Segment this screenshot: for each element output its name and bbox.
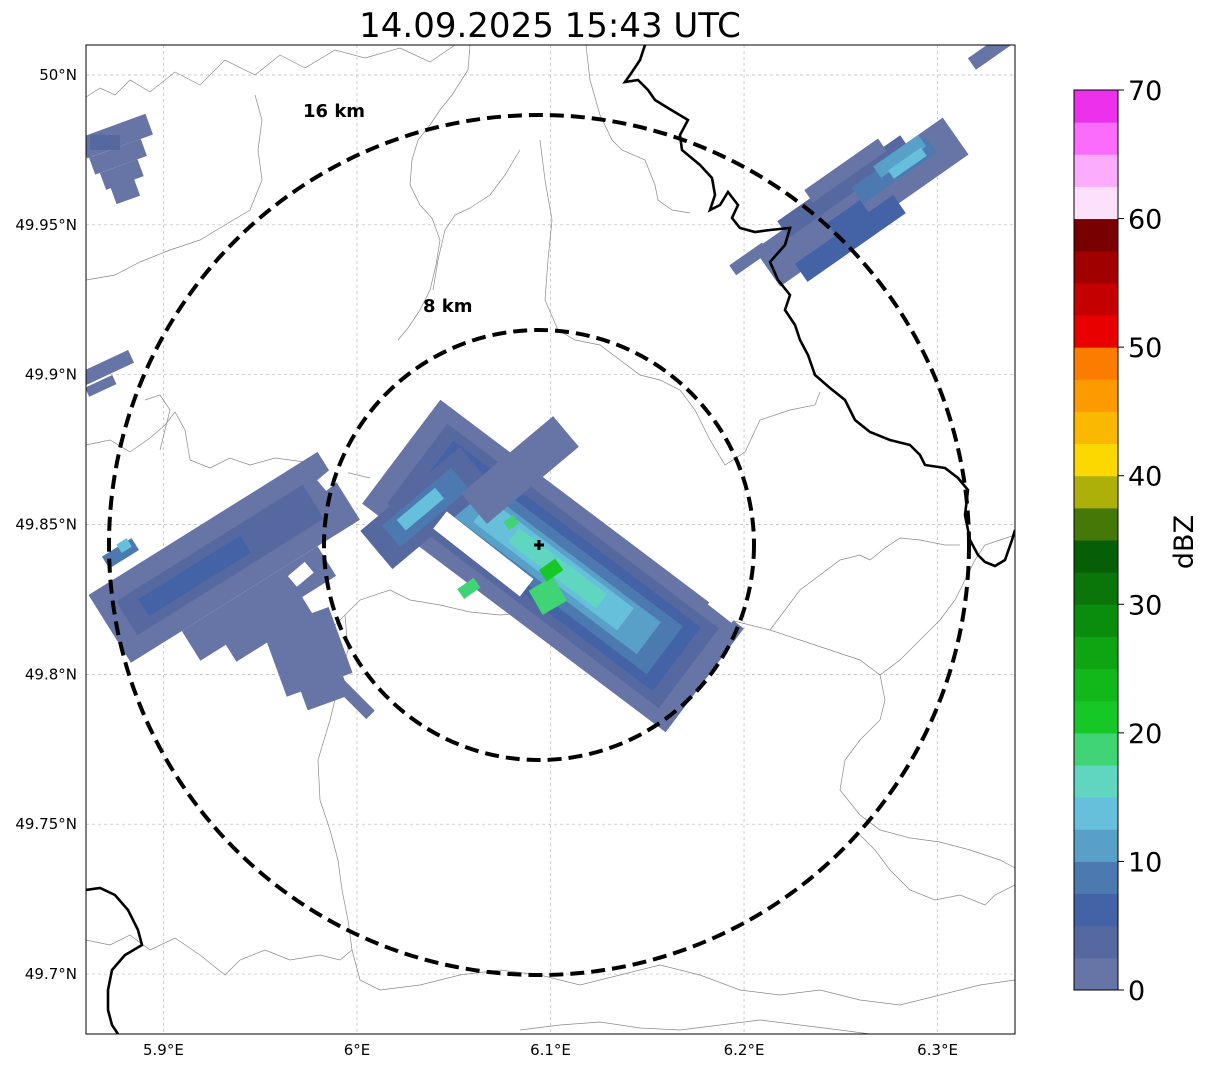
range-ring-16km xyxy=(107,113,971,977)
colorbar-segment xyxy=(1074,893,1118,927)
colorbar-tick-label: 10 xyxy=(1128,847,1162,878)
colorbar-segment xyxy=(1074,540,1118,573)
colorbar-segment xyxy=(1074,732,1118,766)
ring-label-8km: 8 km xyxy=(423,296,473,317)
colorbar-tick-label: 50 xyxy=(1128,333,1162,364)
colorbar-tick-label: 20 xyxy=(1128,719,1162,750)
colorbar-segment xyxy=(1074,218,1118,252)
y-tick-label: 49.85°N xyxy=(15,516,77,534)
colorbar-segment xyxy=(1074,282,1118,316)
y-tick-label: 49.95°N xyxy=(15,216,77,234)
colorbar-segment xyxy=(1074,925,1118,959)
admin-boundaries xyxy=(86,45,1015,1034)
figure-title: 14.09.2025 15:43 UTC xyxy=(359,6,741,46)
colorbar-segment xyxy=(1074,250,1118,284)
y-tick-label: 49.7°N xyxy=(25,965,77,983)
colorbar-segment xyxy=(1074,379,1118,412)
range-ring-8km xyxy=(322,328,756,762)
y-tick-label: 49.75°N xyxy=(15,815,77,833)
x-tick-label: 6.3°E xyxy=(917,1041,958,1059)
x-tick-label: 5.9°E xyxy=(143,1041,184,1059)
colorbar-segment xyxy=(1074,765,1118,798)
x-tick-label: 6°E xyxy=(344,1041,371,1059)
colorbar: 0 10 20 30 40 50 60 70 xyxy=(1073,76,1162,1007)
y-tick-label: 49.9°N xyxy=(25,366,77,384)
ring-label-16km: 16 km xyxy=(303,101,365,122)
colorbar-segment xyxy=(1074,636,1118,670)
x-tick-label: 6.2°E xyxy=(724,1041,765,1059)
colorbar-segment xyxy=(1074,797,1118,830)
colorbar-tick-label: 60 xyxy=(1128,205,1162,236)
colorbar-segment xyxy=(1074,347,1118,380)
colorbar-segment xyxy=(1074,700,1118,734)
colorbar-frame xyxy=(1073,89,1119,991)
x-axis-ticks: 5.9°E 6°E 6.1°E 6.2°E 6.3°E xyxy=(143,1041,958,1059)
colorbar-segment xyxy=(1074,90,1118,123)
x-tick-label: 6.1°E xyxy=(530,1041,571,1059)
colorbar-tick-label: 0 xyxy=(1128,976,1145,1007)
colorbar-segment xyxy=(1074,861,1118,895)
colorbar-segment xyxy=(1074,411,1118,445)
colorbar-segment xyxy=(1074,154,1118,187)
y-tick-label: 49.8°N xyxy=(25,665,77,683)
colorbar-segment xyxy=(1074,668,1118,702)
range-rings xyxy=(107,113,971,977)
colorbar-title: dBZ xyxy=(1169,515,1200,569)
map-frame xyxy=(85,44,1016,1035)
radar-center-marker xyxy=(534,540,544,550)
y-tick-label: 50°N xyxy=(39,66,77,84)
colorbar-segment xyxy=(1074,186,1118,220)
colorbar-segment xyxy=(1074,572,1118,605)
national-borders xyxy=(86,45,1015,1034)
colorbar-tick-label: 30 xyxy=(1128,590,1162,621)
colorbar-segment xyxy=(1074,315,1118,348)
colorbar-segment xyxy=(1074,443,1118,477)
colorbar-segment xyxy=(1074,604,1118,637)
y-axis-ticks: 50°N 49.95°N 49.9°N 49.85°N 49.8°N 49.75°N 49.… xyxy=(15,66,77,983)
colorbar-segment xyxy=(1074,829,1118,862)
colorbar-segment xyxy=(1074,507,1118,541)
colorbar-segment xyxy=(1074,475,1118,509)
colorbar-segment xyxy=(1074,957,1118,991)
colorbar-tick-label: 70 xyxy=(1128,76,1162,107)
colorbar-tick-label: 40 xyxy=(1128,462,1162,493)
colorbar-segment xyxy=(1074,122,1118,155)
radar-echoes xyxy=(86,45,1013,733)
